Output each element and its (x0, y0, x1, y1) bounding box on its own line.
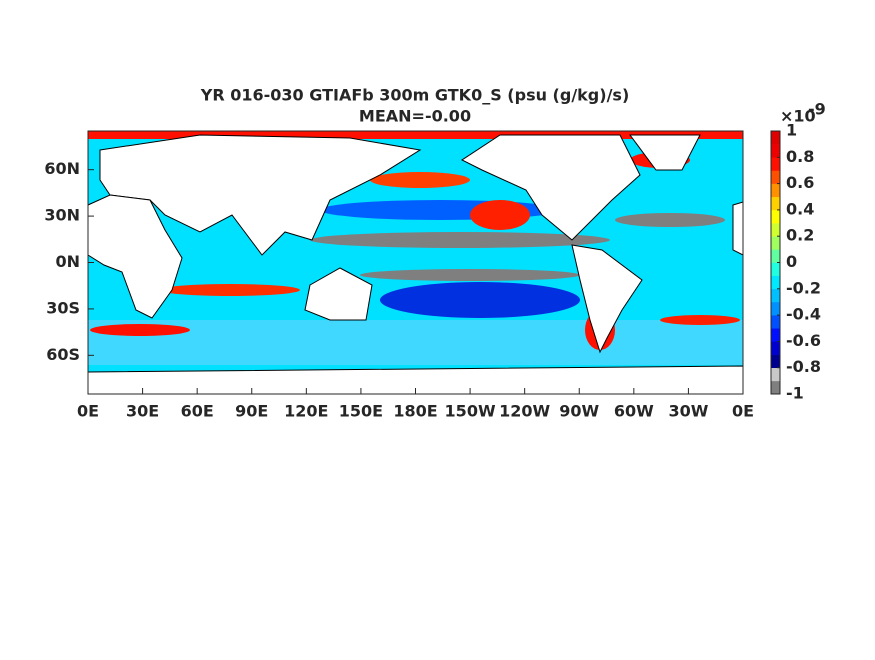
colorbar-swatch (771, 288, 780, 303)
colorbar-swatch (771, 209, 780, 224)
colorbar-tick-label: 0.2 (786, 226, 814, 245)
colorbar-swatch (771, 262, 780, 276)
map-field (87, 131, 744, 395)
colorbar-tick-label: -0.8 (786, 357, 821, 376)
colorbar-tick-label: -0.2 (786, 278, 821, 297)
x-tick-label: 120W (499, 402, 550, 421)
colorbar-swatch (771, 380, 780, 395)
colorbar-tick-label: -0.6 (786, 331, 821, 350)
band (360, 269, 580, 281)
colorbar-swatch (771, 144, 780, 158)
africa (87, 194, 183, 319)
africa-west (732, 201, 744, 256)
colorbar-tick-label: -1 (786, 384, 804, 403)
colorbar-tick-label: -0.4 (786, 305, 821, 324)
colorbar-swatch (771, 354, 780, 368)
colorbar-swatch (771, 170, 780, 184)
band (160, 284, 300, 296)
colorbar-swatch (771, 157, 780, 171)
band (370, 172, 470, 188)
north-america (461, 134, 641, 241)
band (380, 282, 580, 318)
x-tick-label: 60W (614, 402, 654, 421)
colorbar-swatch (771, 315, 780, 329)
colorbar-swatch (771, 301, 780, 316)
colorbar-tick-label: 0.6 (786, 173, 814, 192)
band (88, 131, 743, 139)
continents (87, 134, 744, 395)
greenland (629, 134, 701, 171)
y-tick-label: 30N (44, 206, 80, 225)
y-tick-label: 60N (44, 159, 80, 178)
south-america (571, 244, 643, 354)
x-tick-label: 30W (668, 402, 708, 421)
colorbar-tick-label: 0 (786, 252, 797, 271)
x-tick-label: 90E (235, 402, 268, 421)
colorbar-swatch (771, 341, 780, 355)
colorbar-swatch (771, 275, 780, 290)
x-tick-label: 0E (77, 402, 99, 421)
colorbar-swatch (771, 236, 780, 250)
x-tick-label: 150E (339, 402, 383, 421)
colorbar-swatch (771, 183, 780, 198)
y-tick-label: 60S (46, 345, 80, 364)
x-tick-label: 30E (126, 402, 159, 421)
colorbar-exponent: -9 (808, 100, 826, 119)
colorbar-swatch (771, 249, 780, 263)
colorbar-tick-label: 0.8 (786, 147, 814, 166)
band (90, 324, 190, 336)
band (615, 213, 725, 227)
band (660, 315, 740, 325)
x-tick-label: 90W (559, 402, 599, 421)
y-tick-label: 0N (55, 252, 80, 271)
colorbar-swatch (771, 367, 780, 382)
colorbar-tick-label: 0.4 (786, 199, 814, 218)
colorbar-tick-label: 1 (786, 121, 797, 140)
band (470, 200, 530, 230)
band (310, 232, 610, 248)
x-tick-label: 0E (732, 402, 754, 421)
x-tick-label: 60E (181, 402, 214, 421)
australia (304, 267, 373, 321)
title: YR 016-030 GTIAFb 300m GTK0_S (psu (g/kg… (200, 86, 630, 105)
x-tick-label: 120E (284, 402, 328, 421)
x-tick-label: 150W (445, 402, 496, 421)
colorbar-swatch (771, 328, 780, 342)
colorbar-swatch (771, 223, 780, 237)
colorbar-multiplier: ×10 (780, 107, 816, 126)
colorbar-swatch (771, 131, 780, 145)
y-tick-label: 30S (46, 298, 80, 317)
band (88, 320, 743, 365)
colorbar-swatch (771, 196, 780, 211)
subtitle: MEAN=-0.00 (359, 107, 471, 126)
x-tick-label: 180E (393, 402, 437, 421)
